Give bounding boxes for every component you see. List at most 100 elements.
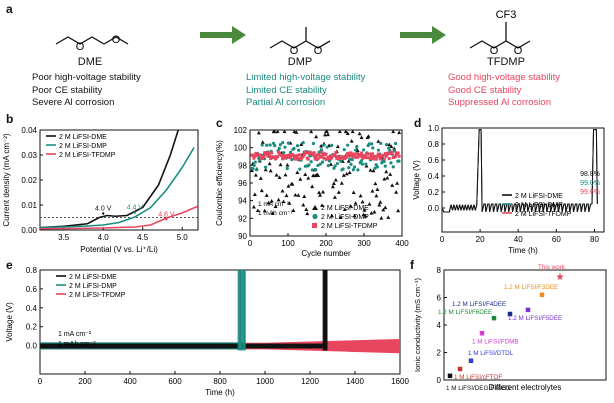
c-point-tfdmp bbox=[354, 155, 358, 159]
c-point-dme bbox=[348, 203, 353, 208]
c-point-dme bbox=[385, 175, 390, 180]
c-point-dme bbox=[364, 163, 369, 168]
c-point-tfdmp bbox=[374, 157, 378, 161]
c-point-dme bbox=[280, 188, 285, 193]
c-point-dme bbox=[303, 172, 308, 176]
c-point-tfdmp bbox=[281, 157, 285, 161]
c-point-dmp bbox=[355, 144, 359, 149]
c-point-tfdmp bbox=[367, 152, 371, 156]
c-point-dmp bbox=[326, 163, 330, 168]
dmp-description: Limited high-voltage stability Limited C… bbox=[246, 72, 366, 108]
c-point-dme bbox=[345, 131, 350, 135]
c-point-dmp bbox=[311, 141, 316, 146]
c-point-dme bbox=[351, 190, 356, 195]
c-ylabel: Coulombic efficiency(%) bbox=[215, 140, 224, 226]
dme-o1: O bbox=[76, 41, 85, 53]
c-point-dmp bbox=[376, 148, 381, 152]
c-point-tfdmp bbox=[359, 154, 363, 158]
c-point-dmp bbox=[371, 146, 375, 150]
c-point-dmp bbox=[330, 143, 334, 147]
c-point-dme bbox=[324, 129, 329, 134]
c-ytick-label: 96 bbox=[238, 179, 247, 188]
c-point-dme bbox=[309, 129, 314, 134]
b-annotation-marker bbox=[133, 211, 136, 214]
c-point-tfdmp bbox=[370, 152, 374, 156]
e-ytick-label: 0.2 bbox=[26, 323, 38, 332]
c-point-dmp bbox=[384, 143, 389, 147]
c-point-dme bbox=[371, 168, 376, 173]
d-ytick-label: 0.6 bbox=[428, 156, 440, 165]
c-point-dmp bbox=[391, 165, 395, 169]
d-xtick-label: 20 bbox=[476, 235, 485, 244]
molecule-structures: O O O O O O CF3 bbox=[55, 9, 531, 57]
c-point-tfdmp bbox=[351, 155, 355, 159]
f-point-label: 1.2 M LiFSI/F4DEE bbox=[452, 301, 506, 308]
c-point-tfdmp bbox=[360, 151, 364, 155]
c-point-dme bbox=[275, 129, 280, 134]
c-point-dme bbox=[290, 182, 295, 186]
c-point-tfdmp bbox=[255, 152, 259, 156]
c-point-dmp bbox=[286, 141, 290, 145]
f-point bbox=[479, 330, 485, 336]
b-ylabel: Current density (mA cm⁻²) bbox=[2, 133, 11, 226]
c-point-tfdmp bbox=[348, 153, 352, 157]
c-point-tfdmp bbox=[297, 153, 301, 157]
c-point-dme bbox=[333, 177, 338, 182]
c-point-dme bbox=[352, 213, 357, 218]
c-point-dmp bbox=[367, 142, 371, 146]
plot-frame bbox=[441, 127, 605, 233]
e-legend-label: 2 M LiFSI-DMP bbox=[69, 283, 117, 290]
c-legend-label: 2 M LiFSI-TFDMP bbox=[321, 223, 378, 230]
c-legend-marker bbox=[312, 205, 318, 210]
c-xlabel: Cycle number bbox=[301, 249, 351, 258]
c-point-dmp bbox=[307, 163, 311, 167]
c-point-tfdmp bbox=[302, 152, 306, 156]
c-point-dme bbox=[299, 142, 304, 146]
c-point-dme bbox=[330, 184, 335, 189]
c-condition-1: 1 mA cm⁻² bbox=[258, 201, 290, 208]
c-point-tfdmp bbox=[352, 152, 356, 156]
c-point-tfdmp bbox=[364, 156, 368, 160]
c-point-dme bbox=[382, 176, 387, 181]
c-xtick-label: 400 bbox=[395, 239, 409, 248]
f-ytick-label: 6 bbox=[437, 294, 442, 303]
c-point-tfdmp bbox=[258, 153, 262, 157]
f-ylabel: Ionic conductivity (mS cm⁻¹) bbox=[413, 278, 422, 372]
c-xtick-label: 100 bbox=[281, 239, 295, 248]
c-point-dme bbox=[384, 169, 389, 174]
c-point-dme bbox=[313, 173, 318, 178]
f-xlabel: Different electrolytes bbox=[489, 383, 562, 392]
d-ytick-label: 0.4 bbox=[428, 172, 440, 181]
e-xtick-label: 800 bbox=[213, 377, 227, 386]
c-point-tfdmp bbox=[270, 151, 274, 155]
c-point-dme bbox=[318, 193, 323, 197]
b-annotation-marker bbox=[165, 218, 168, 221]
c-point-dme bbox=[256, 130, 261, 135]
d-ytick-label: 1.0 bbox=[428, 124, 440, 133]
chart-e-cycling: 0 200 400 600 800 1000 1200 1400 1600 0.0 0.2 0.4 0.… bbox=[5, 266, 409, 397]
c-point-tfdmp bbox=[262, 154, 266, 158]
c-point-dmp bbox=[260, 143, 264, 147]
c-point-dmp bbox=[333, 164, 337, 168]
f-point-label: 1.2 M LiFSI/F6DEE bbox=[438, 309, 492, 316]
f-point bbox=[539, 292, 545, 298]
c-point-dme bbox=[344, 171, 349, 176]
c-point-dmp bbox=[277, 146, 281, 150]
c-point-dme bbox=[259, 188, 264, 193]
b-legend-label: 2 M LiFSI-TFDMP bbox=[59, 152, 116, 159]
e-ytick-label: 0.8 bbox=[26, 266, 38, 275]
c-point-dme bbox=[294, 130, 299, 134]
d-ce-dmp: 99.0% bbox=[580, 180, 600, 187]
c-point-dme bbox=[362, 208, 367, 212]
c-point-dme bbox=[284, 193, 289, 198]
c-point-tfdmp bbox=[365, 152, 369, 156]
c-point-dme bbox=[328, 162, 333, 166]
b-annotation: 4.0 V bbox=[95, 206, 112, 213]
c-point-dme bbox=[281, 199, 286, 204]
c-point-dme bbox=[347, 170, 352, 175]
e-xtick-label: 200 bbox=[78, 377, 92, 386]
c-ytick-label: 100 bbox=[234, 144, 248, 153]
c-point-dmp bbox=[375, 165, 379, 169]
c-point-tfdmp bbox=[356, 155, 360, 159]
c-point-dme bbox=[255, 208, 260, 213]
